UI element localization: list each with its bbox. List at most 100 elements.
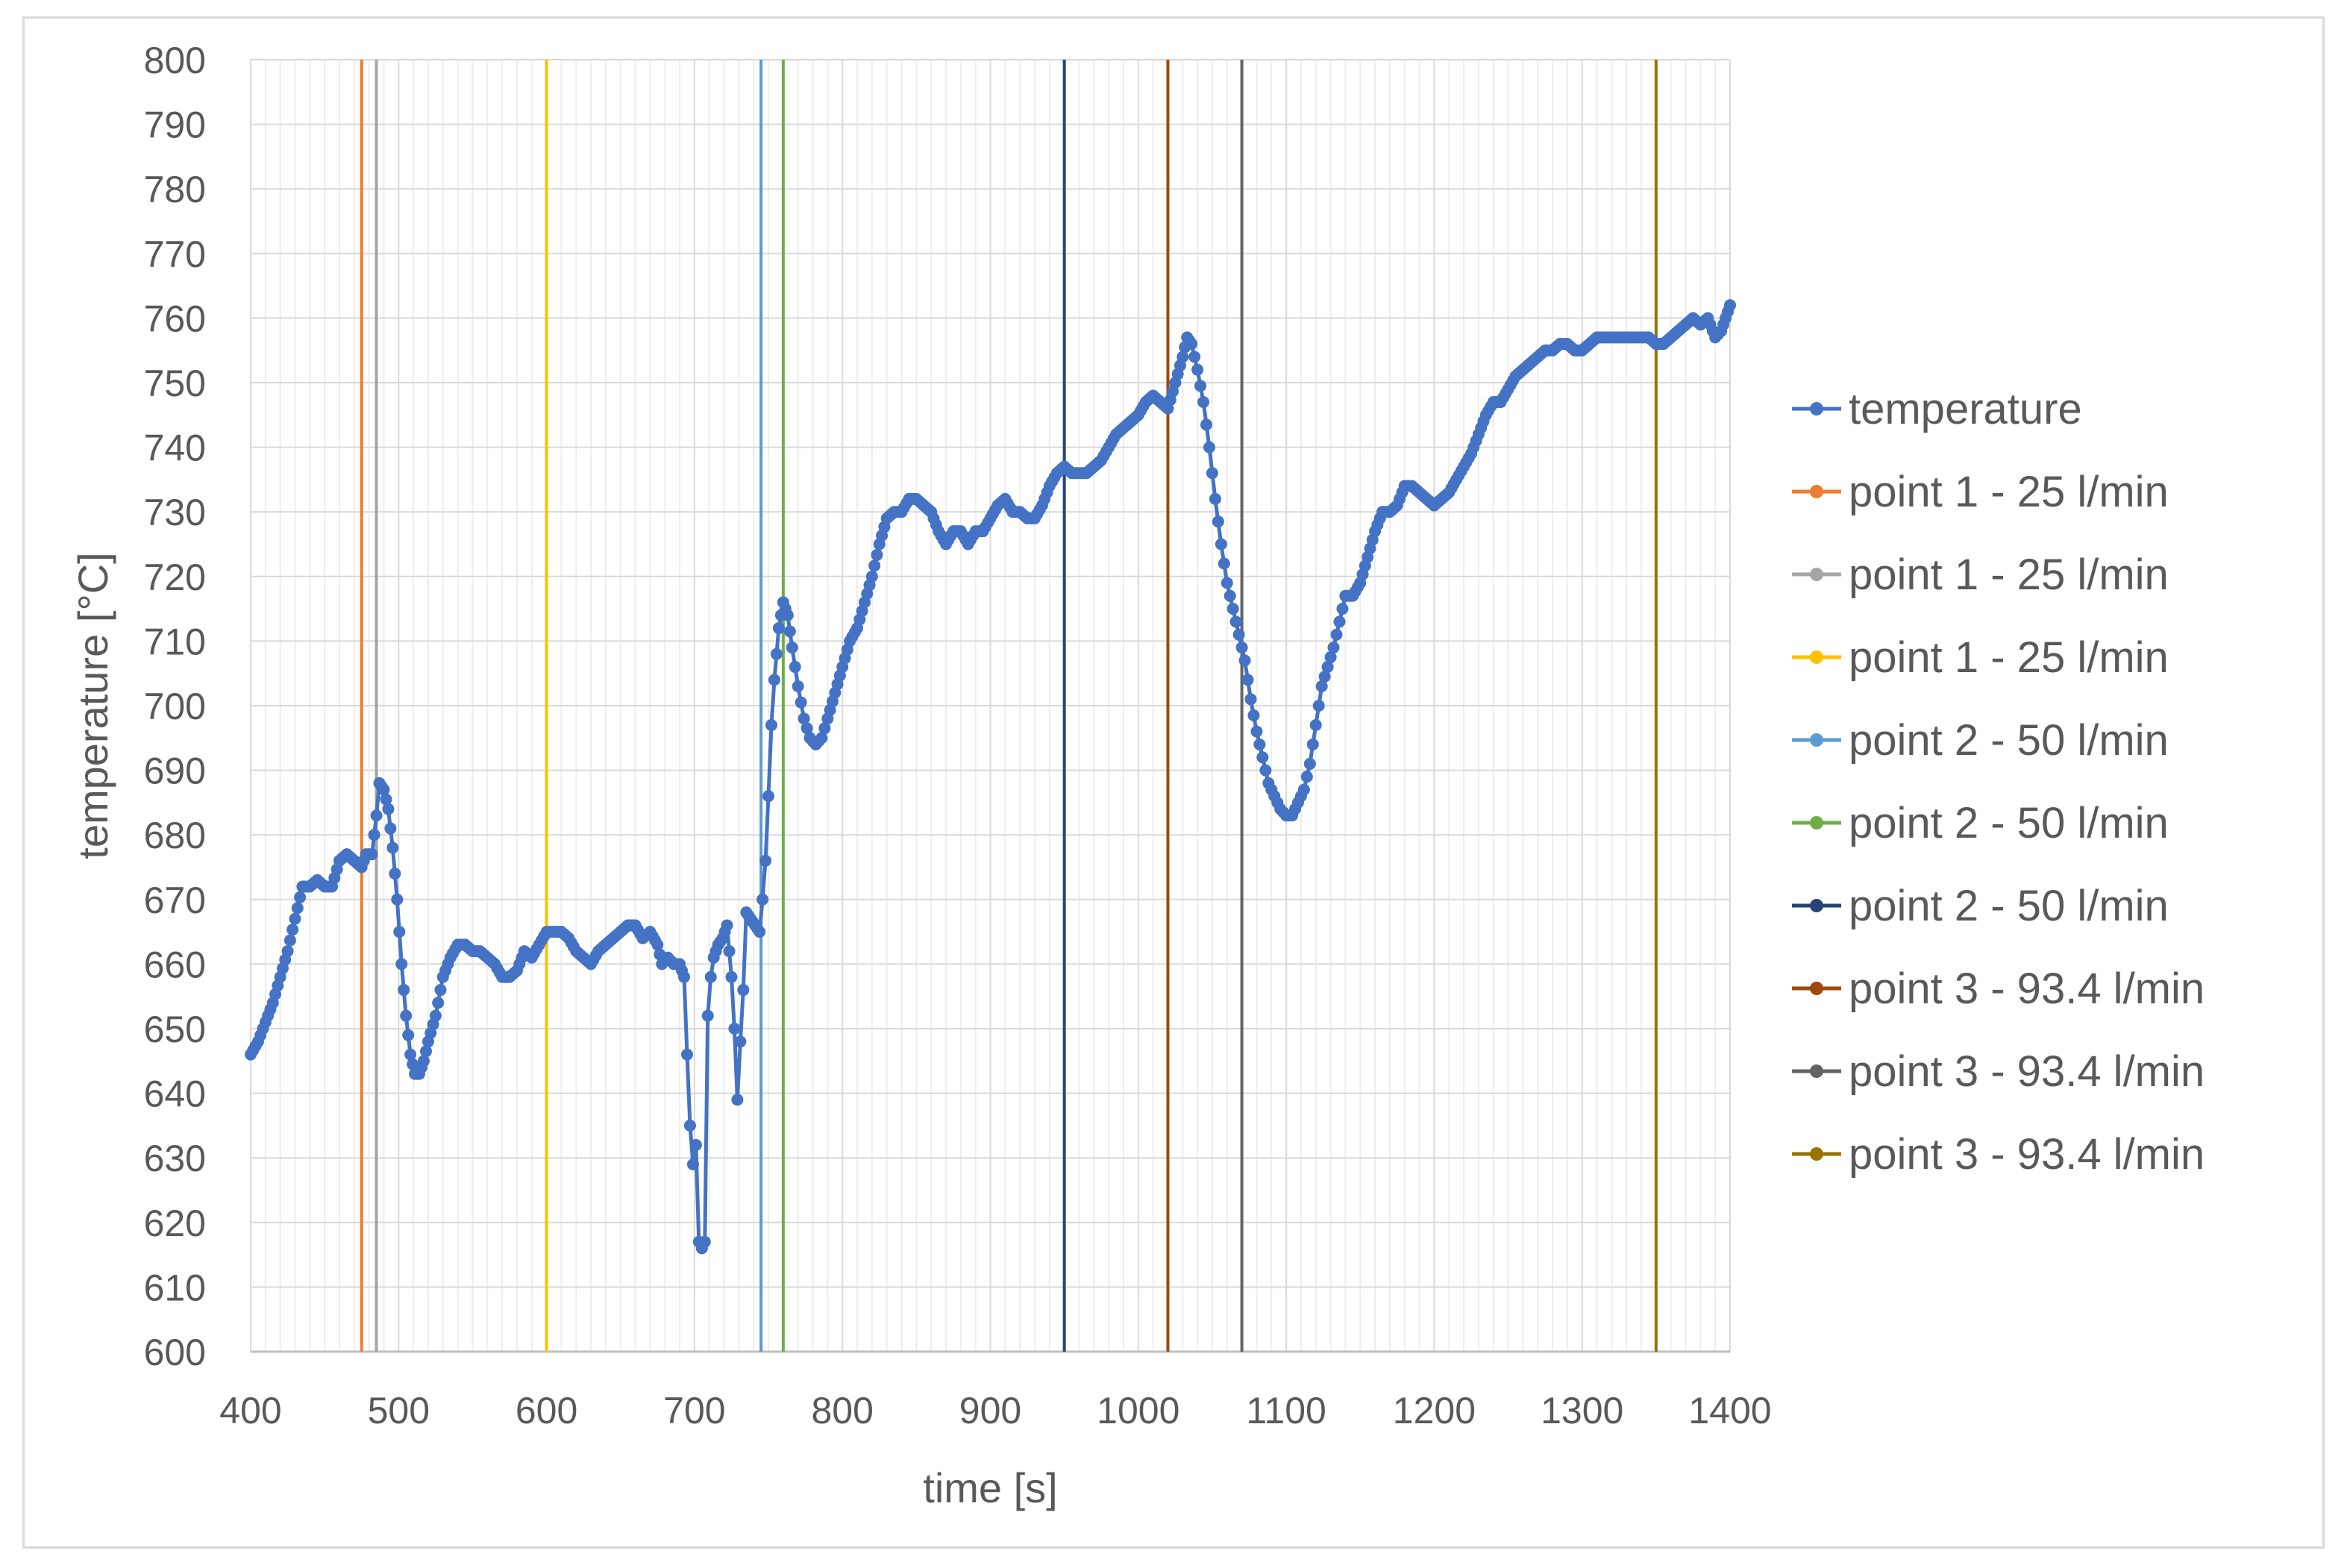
x-tick-label: 400 xyxy=(219,1390,281,1431)
temperature-point xyxy=(370,809,383,822)
temperature-point xyxy=(781,609,794,621)
temperature-point xyxy=(798,712,810,725)
x-tick-label: 500 xyxy=(368,1390,430,1431)
legend-swatch-marker xyxy=(1810,899,1823,912)
y-tick-label: 800 xyxy=(144,40,206,81)
legend-label: point 3 - 93.4 l/min xyxy=(1849,965,2205,1013)
temperature-point xyxy=(291,902,304,915)
temperature-point xyxy=(432,997,445,1009)
legend-swatch-marker xyxy=(1810,402,1823,415)
temperature-point xyxy=(701,1009,714,1022)
legend-swatch-marker xyxy=(1810,650,1823,664)
legend-label: point 2 - 50 l/min xyxy=(1849,882,2169,930)
legend-label: point 3 - 93.4 l/min xyxy=(1849,1130,2205,1179)
temperature-point xyxy=(395,958,408,970)
temperature-point xyxy=(1297,783,1310,796)
y-tick-label: 720 xyxy=(144,556,206,598)
y-tick-label: 780 xyxy=(144,169,206,210)
legend-label: point 2 - 50 l/min xyxy=(1849,716,2169,765)
temperature-point xyxy=(1306,738,1319,750)
legend-label: point 1 - 25 l/min xyxy=(1849,633,2169,682)
temperature-point xyxy=(1235,642,1248,654)
y-tick-label: 600 xyxy=(144,1332,206,1373)
temperature-point xyxy=(404,1048,417,1061)
temperature-point xyxy=(725,970,738,983)
temperature-point xyxy=(792,680,804,693)
temperature-point xyxy=(1203,441,1215,454)
temperature-point xyxy=(651,938,664,951)
y-tick-label: 790 xyxy=(144,104,206,146)
temperature-point xyxy=(1256,751,1269,764)
temperature-point xyxy=(683,1119,696,1132)
temperature-point xyxy=(400,1009,413,1022)
temperature-point xyxy=(1327,642,1340,654)
x-tick-label: 600 xyxy=(516,1390,577,1431)
temperature-point xyxy=(786,642,798,654)
temperature-point xyxy=(1336,603,1349,615)
temperature-point xyxy=(402,1029,415,1041)
temperature-point xyxy=(393,926,406,938)
temperature-point xyxy=(1194,380,1207,392)
chart-frame xyxy=(22,16,2325,1549)
temperature-point xyxy=(1241,674,1254,686)
y-tick-label: 640 xyxy=(144,1073,206,1115)
temperature-point xyxy=(1221,577,1233,589)
y-axis-title: temperature [°C] xyxy=(69,552,116,859)
temperature-point xyxy=(1330,628,1343,641)
y-tick-label: 740 xyxy=(144,427,206,469)
y-tick-label: 670 xyxy=(144,879,206,921)
temperature-point xyxy=(1206,467,1218,480)
temperature-point xyxy=(1259,764,1272,777)
y-tick-label: 700 xyxy=(144,686,206,727)
x-tick-label: 700 xyxy=(663,1390,725,1431)
temperature-point xyxy=(281,945,294,958)
temperature-series xyxy=(245,299,1736,1255)
temperature-point xyxy=(756,893,769,906)
temperature-point xyxy=(868,559,881,572)
x-tick-label: 1100 xyxy=(1246,1390,1326,1431)
legend-swatch-marker xyxy=(1810,568,1823,581)
temperature-point xyxy=(1303,757,1316,770)
temperature-point xyxy=(1226,603,1239,615)
temperature-point xyxy=(366,848,378,861)
temperature-point xyxy=(429,1009,442,1022)
temperature-point xyxy=(1200,418,1213,431)
temperature-point xyxy=(380,793,392,806)
temperature-point xyxy=(731,1094,744,1106)
temperature-point xyxy=(800,722,813,735)
temperature-point xyxy=(1212,515,1224,528)
temperature-point xyxy=(689,1138,702,1151)
temperature-point xyxy=(377,783,390,796)
temperature-point xyxy=(286,923,299,936)
legend-swatch-marker xyxy=(1810,485,1823,498)
temperature-point xyxy=(419,1045,432,1058)
temperature-point xyxy=(368,829,380,841)
temperature-point xyxy=(680,1048,693,1061)
y-tick-label: 650 xyxy=(144,1009,206,1050)
temperature-point xyxy=(1253,738,1266,750)
temperature-point xyxy=(391,893,404,906)
temperature-point xyxy=(1218,557,1230,570)
y-tick-label: 620 xyxy=(144,1202,206,1244)
y-tick-label: 690 xyxy=(144,750,206,792)
temperature-point xyxy=(1321,661,1334,674)
x-axis-ticks: 400 500 600 700 800 900 1000 1100 1200 1300 1400 xyxy=(219,1390,1771,1431)
temperature-point xyxy=(772,622,785,635)
x-tick-label: 1300 xyxy=(1541,1390,1623,1431)
temperature-point xyxy=(686,1158,699,1170)
temperature-point xyxy=(871,548,883,561)
legend-swatch-marker xyxy=(1810,982,1823,995)
temperature-point xyxy=(770,647,783,660)
y-tick-label: 610 xyxy=(144,1267,206,1308)
temperature-point xyxy=(1176,351,1189,363)
temperature-point xyxy=(795,696,807,709)
temperature-point xyxy=(1209,492,1221,505)
temperature-point xyxy=(398,984,410,997)
temperature-point xyxy=(815,732,828,744)
temperature-point xyxy=(704,970,717,983)
temperature-point xyxy=(698,1235,711,1248)
temperature-point xyxy=(1318,671,1331,683)
temperature-point xyxy=(434,984,447,997)
x-tick-label: 1400 xyxy=(1688,1390,1771,1431)
